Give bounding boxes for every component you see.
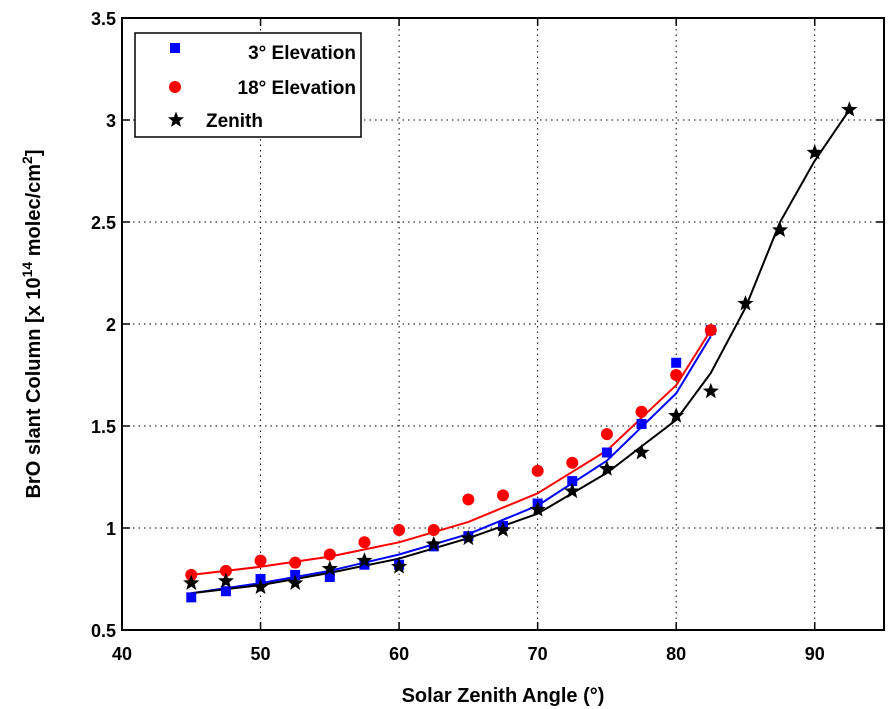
fit-line-series-1 <box>191 329 712 576</box>
data-point-series-2 <box>841 101 858 117</box>
y-axis-label-end: ] <box>23 149 45 156</box>
data-point-series-2 <box>252 578 269 595</box>
legend-marker-series-0 <box>170 43 180 53</box>
y-axis-label: BrO slant Column [x 1014 molec/cm2] <box>19 149 45 498</box>
data-point-series-2 <box>668 407 685 423</box>
data-point-series-2 <box>356 552 373 568</box>
y-tick-label: 1 <box>106 519 116 539</box>
data-point-series-1 <box>393 524 406 537</box>
data-point-series-1 <box>497 489 509 502</box>
data-point-series-2 <box>425 535 442 552</box>
y-tick-label: 2 <box>106 315 116 335</box>
legend-entry-18deg-elevation: 18° Elevation <box>238 78 356 99</box>
y-tick-label: 1.5 <box>91 417 116 437</box>
x-tick-label: 60 <box>389 644 409 664</box>
data-point-series-2 <box>494 521 512 537</box>
x-tick-label: 80 <box>666 644 686 664</box>
data-point-series-1 <box>358 536 371 549</box>
data-point-series-0 <box>220 586 231 597</box>
data-point-series-1 <box>427 524 440 537</box>
data-point-series-2 <box>391 558 408 574</box>
data-point-series-1 <box>566 456 579 469</box>
legend-entry-3deg-elevation: 3° Elevation <box>248 43 356 64</box>
y-tick-label: 3.5 <box>91 9 116 29</box>
x-axis-label: Solar Zenith Angle (°) <box>402 685 605 707</box>
data-point-series-2 <box>183 574 200 590</box>
data-point-series-1 <box>531 464 544 477</box>
data-point-series-2 <box>806 144 823 160</box>
legend: 3° Elevation 18° Elevation Zenith <box>134 32 362 138</box>
y-tick-label: 0.5 <box>91 621 116 641</box>
legend-marker-series-1 <box>169 81 181 93</box>
data-point-series-1 <box>254 554 267 567</box>
data-point-series-1 <box>635 405 648 418</box>
data-point-series-1 <box>462 493 475 506</box>
data-point-series-1 <box>600 428 613 441</box>
data-point-series-2 <box>564 482 581 499</box>
data-point-series-0 <box>671 357 682 368</box>
data-point-series-0 <box>636 418 647 429</box>
legend-markers <box>167 43 185 127</box>
x-tick-label: 50 <box>251 644 271 664</box>
data-point-series-1 <box>219 564 232 577</box>
data-point-series-1 <box>704 324 717 337</box>
legend-entry-zenith: Zenith <box>206 111 263 132</box>
data-point-series-2 <box>321 560 338 576</box>
y-tick-label: 3 <box>106 111 116 131</box>
data-point-series-1 <box>323 548 336 561</box>
data-point-series-0 <box>567 476 578 487</box>
tick-layer: 40 50 60 70 80 90 0.5 1 1.5 2 2.5 3 3.5 <box>91 9 884 664</box>
y-tick-label: 2.5 <box>91 213 116 233</box>
x-tick-label: 70 <box>528 644 548 664</box>
data-point-series-0 <box>186 592 197 603</box>
data-point-series-2 <box>529 501 546 517</box>
y-axis-label-main: BrO slant Column [x 10 <box>23 277 45 498</box>
data-point-series-1 <box>289 556 302 569</box>
y-axis-label-exponent-2: 2 <box>19 156 35 164</box>
data-point-series-2 <box>598 460 615 476</box>
data-point-series-2 <box>460 529 477 546</box>
data-point-series-1 <box>670 369 683 381</box>
series-layer <box>183 101 858 603</box>
x-tick-label: 40 <box>112 644 132 664</box>
y-axis-label-exponent-14: 14 <box>19 262 35 278</box>
data-point-series-2 <box>287 574 304 590</box>
data-point-series-2 <box>633 444 650 460</box>
data-point-series-0 <box>601 447 612 458</box>
data-point-series-2 <box>737 295 754 311</box>
data-point-series-0 <box>359 559 370 570</box>
data-point-series-2 <box>772 221 789 238</box>
x-tick-label: 90 <box>805 644 825 664</box>
data-point-series-2 <box>702 382 719 399</box>
y-axis-label-unit: molec/cm <box>23 164 45 262</box>
data-point-series-2 <box>217 572 234 588</box>
legend-marker-series-2 <box>167 111 185 127</box>
data-point-series-0 <box>324 571 335 582</box>
